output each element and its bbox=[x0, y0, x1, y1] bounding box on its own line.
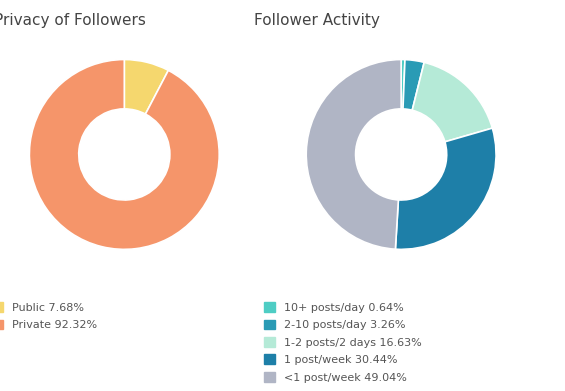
Wedge shape bbox=[403, 59, 424, 110]
Legend: 10+ posts/day 0.64%, 2-10 posts/day 3.26%, 1-2 posts/2 days 16.63%, 1 post/week : 10+ posts/day 0.64%, 2-10 posts/day 3.26… bbox=[259, 298, 426, 387]
Legend: Public 7.68%, Private 92.32%: Public 7.68%, Private 92.32% bbox=[0, 298, 102, 335]
Wedge shape bbox=[412, 62, 492, 142]
Wedge shape bbox=[396, 128, 496, 249]
Wedge shape bbox=[401, 59, 405, 109]
Wedge shape bbox=[29, 59, 219, 249]
Wedge shape bbox=[124, 59, 168, 114]
Text: Follower Activity: Follower Activity bbox=[254, 13, 380, 28]
Wedge shape bbox=[306, 59, 401, 249]
Text: Privacy of Followers: Privacy of Followers bbox=[0, 13, 146, 28]
